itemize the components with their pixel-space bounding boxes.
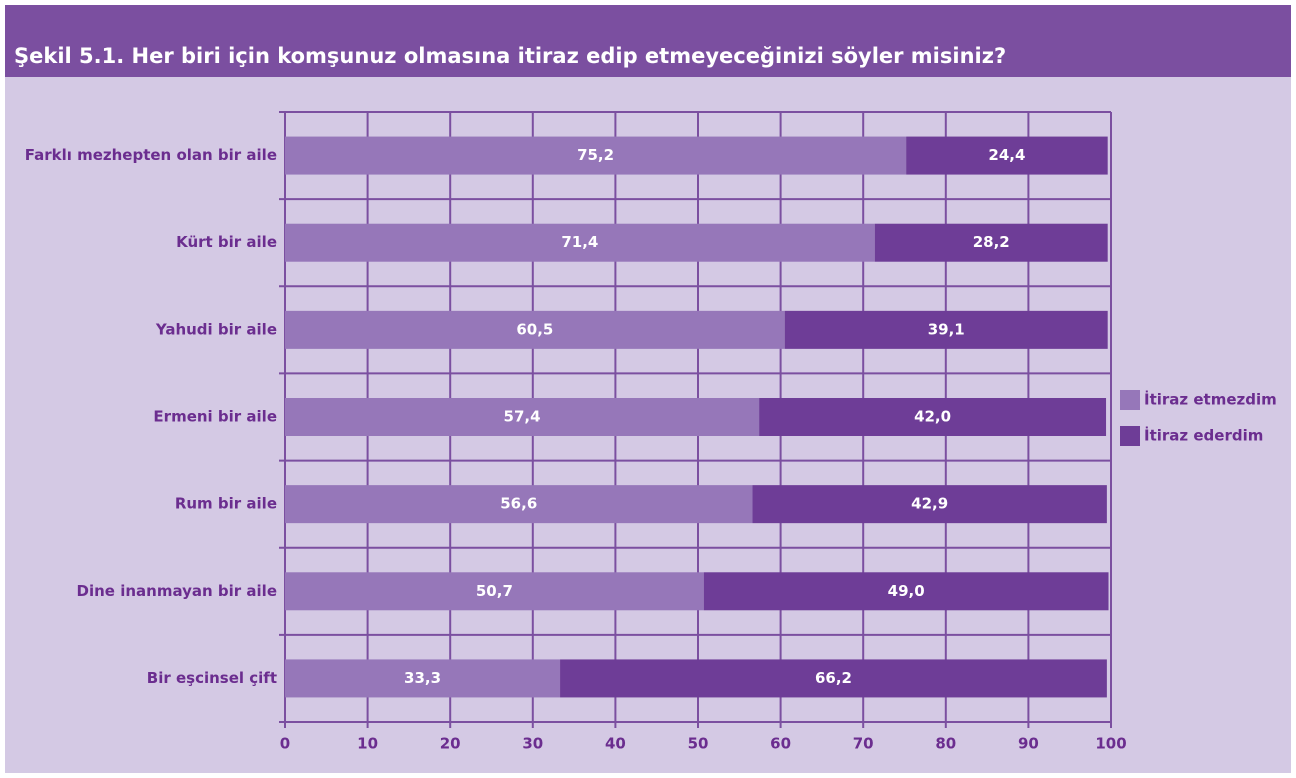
bar-segment — [752, 485, 1107, 524]
value-label: 50,7 — [476, 582, 513, 600]
x-tick-label: 40 — [605, 735, 626, 753]
x-tick-label: 80 — [935, 735, 956, 753]
bar-segment — [784, 310, 1108, 349]
x-tick-label: 20 — [440, 735, 461, 753]
background — [5, 5, 1291, 773]
bar-segment — [285, 398, 760, 436]
chart-title: Şekil 5.1. Her biri için komşunuz olması… — [14, 44, 1006, 68]
bar-segment — [285, 659, 561, 698]
legend-swatch — [1120, 426, 1140, 446]
value-label: 39,1 — [928, 320, 965, 338]
value-label: 49,0 — [888, 582, 925, 600]
y-tick-label: Farklı mezhepten olan bir aile — [25, 146, 277, 164]
header — [5, 5, 1291, 77]
x-tick-label: 90 — [1018, 735, 1039, 753]
y-tick-label: Bir eşcinsel çift — [147, 669, 277, 687]
value-label: 42,9 — [911, 495, 948, 513]
legend-label: İtiraz etmezdim — [1144, 390, 1277, 409]
value-label: 75,2 — [577, 146, 614, 164]
x-tick-label: 50 — [688, 735, 709, 753]
value-label: 71,4 — [561, 233, 598, 251]
bar-segment — [285, 485, 753, 524]
x-tick-label: 100 — [1095, 735, 1126, 753]
legend-swatch — [1120, 390, 1140, 410]
value-label: 24,4 — [988, 146, 1025, 164]
y-tick-label: Kürt bir aile — [176, 233, 277, 251]
y-tick-label: Ermeni bir aile — [153, 408, 277, 426]
value-label: 56,6 — [500, 495, 537, 513]
bar-segment — [703, 572, 1109, 611]
bar-segment — [906, 136, 1108, 175]
x-tick-label: 60 — [770, 735, 791, 753]
bar-segment — [285, 136, 907, 175]
y-tick-label: Yahudi bir aile — [155, 320, 277, 338]
x-tick-label: 30 — [522, 735, 543, 753]
bar-segment — [759, 398, 1107, 436]
y-tick-label: Dine inanmayan bir aile — [77, 582, 277, 600]
value-label: 28,2 — [973, 233, 1010, 251]
x-tick-label: 10 — [357, 735, 378, 753]
value-label: 42,0 — [914, 408, 951, 426]
value-label: 60,5 — [516, 320, 553, 338]
value-label: 33,3 — [404, 669, 441, 687]
legend-label: İtiraz ederdim — [1144, 426, 1263, 445]
bar-segment — [285, 223, 875, 262]
y-tick-label: Rum bir aile — [175, 495, 277, 513]
value-label: 57,4 — [504, 408, 541, 426]
bar-segment — [874, 223, 1108, 262]
bar-segment — [285, 310, 785, 349]
x-tick-label: 70 — [853, 735, 874, 753]
value-label: 66,2 — [815, 669, 852, 687]
x-tick-label: 0 — [280, 735, 290, 753]
bar-segment — [560, 659, 1107, 698]
bar-segment — [285, 572, 704, 611]
